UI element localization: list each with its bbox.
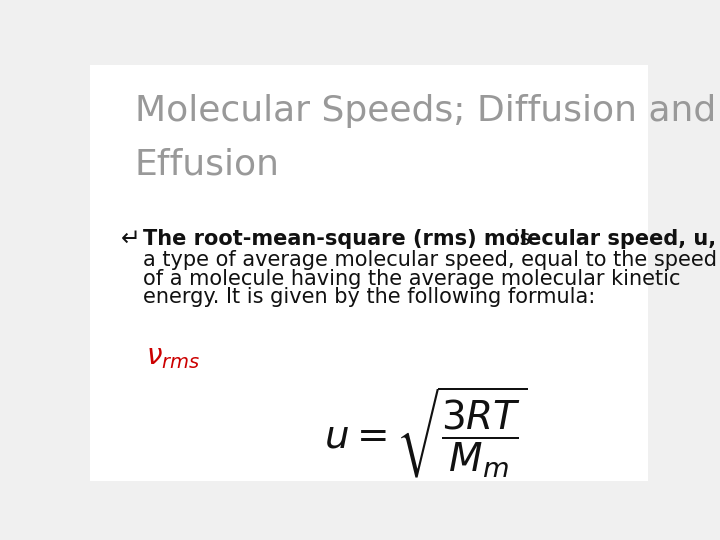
Text: is: is <box>508 229 531 249</box>
Text: The root-mean-square (rms) molecular speed, u,: The root-mean-square (rms) molecular spe… <box>143 229 716 249</box>
FancyBboxPatch shape <box>84 60 654 485</box>
Text: energy. It is given by the following formula:: energy. It is given by the following for… <box>143 287 595 307</box>
Text: a type of average molecular speed, equal to the speed: a type of average molecular speed, equal… <box>143 250 717 270</box>
Text: $\nu_{rms}$: $\nu_{rms}$ <box>145 343 200 372</box>
Text: $u = \sqrt{\dfrac{3RT}{M_m}}$: $u = \sqrt{\dfrac{3RT}{M_m}}$ <box>324 385 528 481</box>
Text: Molecular Speeds; Diffusion and: Molecular Speeds; Diffusion and <box>135 94 716 128</box>
Text: Effusion: Effusion <box>135 148 279 182</box>
Text: of a molecule having the average molecular kinetic: of a molecule having the average molecul… <box>143 268 680 288</box>
Text: ↵: ↵ <box>121 227 140 251</box>
